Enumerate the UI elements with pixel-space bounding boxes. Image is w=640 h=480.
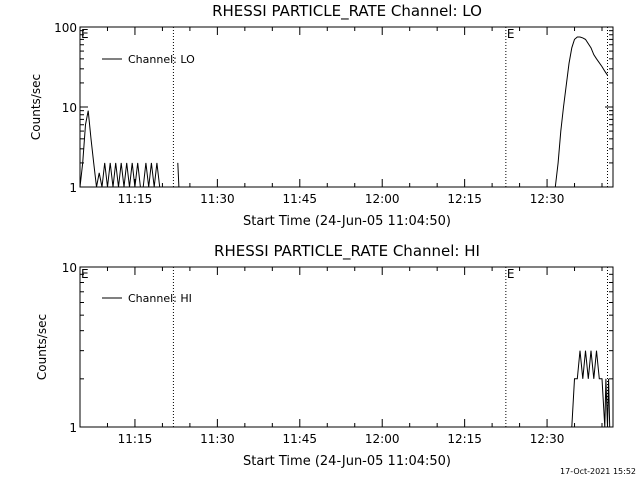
- x-tick-label: 12:15: [447, 432, 482, 446]
- series-line: [571, 350, 611, 428]
- x-tick-label: 12:00: [365, 432, 400, 446]
- y-axis-label: Counts/sec: [29, 74, 43, 140]
- x-tick-label: 11:15: [118, 432, 153, 446]
- plot-frame: [79, 266, 614, 428]
- plot-content: 11:15 11:30 11:45 12:00 12:15 12:30 1 10 100 E E: [54, 21, 613, 206]
- x-tick-label: 12:00: [365, 192, 400, 206]
- x-axis-label: Start Time (24-Jun-05 11:04:50): [243, 454, 451, 469]
- x-axis-label: Start Time (24-Jun-05 11:04:50): [243, 214, 451, 229]
- event-marker: E: [507, 27, 515, 41]
- x-tick-label: 12:15: [447, 192, 482, 206]
- chart-title: RHESSI PARTICLE_RATE Channel: HI: [214, 242, 480, 261]
- x-tick-label: 12:30: [530, 432, 565, 446]
- x-tick-label: 11:30: [200, 432, 235, 446]
- y-tick-label: 10: [62, 101, 77, 115]
- chart-title: RHESSI PARTICLE_RATE Channel: LO: [212, 2, 482, 21]
- legend-label: Channel: HI: [128, 292, 192, 305]
- series-line: [177, 162, 180, 188]
- series-line: [554, 36, 608, 188]
- x-tick-label: 12:30: [530, 192, 565, 206]
- timestamp: 17-Oct-2021 15:52: [560, 467, 636, 476]
- event-marker: E: [81, 267, 89, 281]
- x-tick-label: 11:15: [118, 192, 153, 206]
- chart-panel-lo: RHESSI PARTICLE_RATE Channel: LO Start T…: [29, 2, 614, 229]
- y-axis-label: Counts/sec: [35, 314, 49, 380]
- y-tick-label: 10: [62, 261, 77, 275]
- y-tick-label: 1: [69, 421, 77, 435]
- plot-content: 11:15 11:30 11:45 12:00 12:15 12:30 1 10 E E: [62, 261, 613, 446]
- event-marker: E: [507, 267, 515, 281]
- legend: Channel: HI: [102, 292, 192, 305]
- plot-frame: [79, 26, 614, 188]
- x-tick-label: 11:30: [200, 192, 235, 206]
- legend: Channel: LO: [102, 53, 195, 66]
- series-line: [79, 110, 163, 188]
- y-tick-label: 100: [54, 21, 77, 35]
- x-tick-label: 11:45: [282, 192, 317, 206]
- legend-label: Channel: LO: [128, 53, 195, 66]
- chart-panel-hi: RHESSI PARTICLE_RATE Channel: HI Start T…: [35, 242, 614, 469]
- y-tick-label: 1: [69, 181, 77, 195]
- x-tick-label: 11:45: [282, 432, 317, 446]
- event-marker: E: [81, 27, 89, 41]
